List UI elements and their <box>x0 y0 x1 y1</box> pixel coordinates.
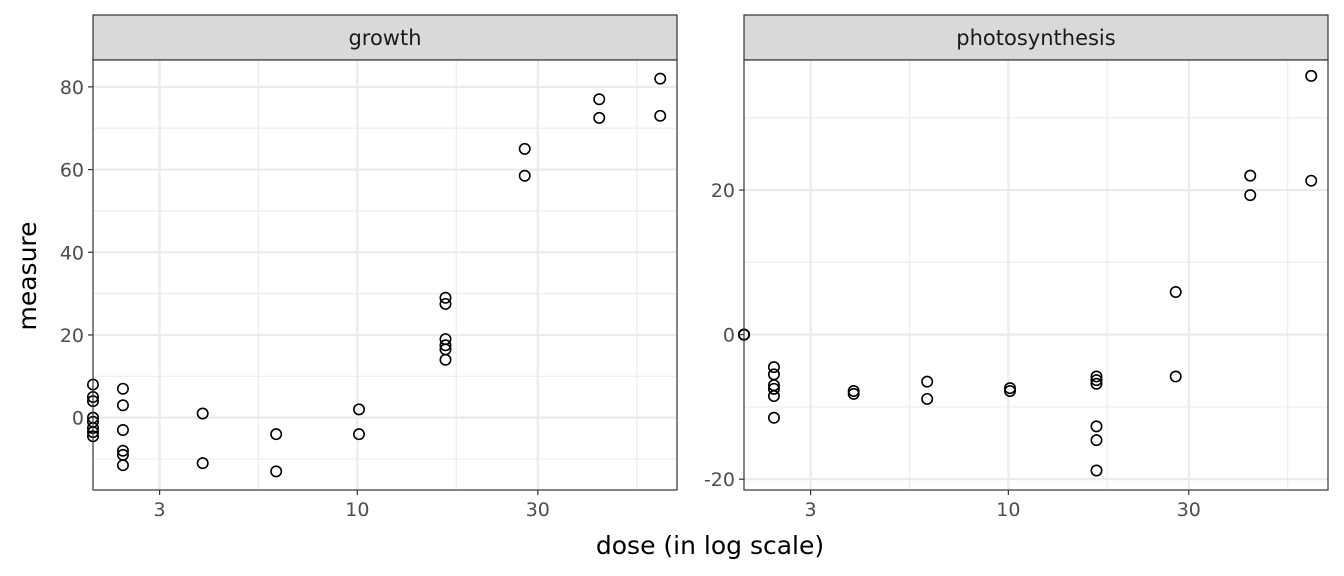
x-tick-label: 10 <box>345 499 369 521</box>
data-point <box>439 353 452 366</box>
data-point <box>270 428 283 441</box>
x-tick-label: 30 <box>526 499 550 521</box>
y-tick-label: 0 <box>72 408 84 430</box>
data-point <box>1090 420 1103 433</box>
y-tick-label: 80 <box>60 77 84 99</box>
data-point <box>1090 377 1103 390</box>
data-point <box>439 291 452 304</box>
facet-strip <box>92 14 678 61</box>
y-tick-label: 20 <box>60 325 84 347</box>
data-point <box>270 465 283 478</box>
data-point <box>847 387 860 400</box>
data-point <box>196 457 209 470</box>
data-point <box>921 392 934 405</box>
data-point <box>353 428 366 441</box>
y-tick-label: 60 <box>60 160 84 182</box>
data-point <box>1169 285 1182 298</box>
facet-photosynthesis: photosynthesis -20 0 20 3 10 30 <box>704 14 1329 521</box>
data-point <box>116 444 129 457</box>
panel-background <box>744 60 1328 490</box>
facet-panels: growth 0 20 40 60 80 3 10 30 photosynthesis -20 0 20… <box>60 14 1329 521</box>
x-tick-label: 10 <box>996 499 1020 521</box>
data-point <box>439 297 452 310</box>
x-tick-label: 30 <box>1177 499 1201 521</box>
data-point <box>518 142 531 155</box>
data-point <box>518 169 531 182</box>
data-point <box>1244 169 1257 182</box>
x-tick-label: 3 <box>805 499 817 521</box>
data-point <box>921 375 934 388</box>
data-point <box>1090 370 1103 383</box>
facet-strip <box>743 14 1329 61</box>
data-point <box>1244 189 1257 202</box>
data-point <box>654 72 667 85</box>
data-point <box>1090 434 1103 447</box>
x-axis-title: dose (in log scale) <box>596 531 824 560</box>
data-point <box>353 403 366 416</box>
data-point <box>116 399 129 412</box>
data-point <box>116 459 129 472</box>
data-point <box>1004 384 1017 397</box>
y-tick-label: 20 <box>711 180 735 202</box>
data-point <box>196 407 209 420</box>
x-tick-label: 3 <box>154 499 166 521</box>
panel-border <box>743 59 1329 491</box>
y-axis-title: measure <box>13 221 42 330</box>
data-point <box>654 109 667 122</box>
y-tick-label: -20 <box>704 469 735 491</box>
data-point <box>1169 370 1182 383</box>
facet-strip-label: growth <box>348 26 421 50</box>
data-point <box>116 382 129 395</box>
data-point <box>439 339 452 352</box>
panel-background <box>93 60 677 490</box>
data-point <box>1305 69 1318 82</box>
data-point <box>1090 464 1103 477</box>
y-tick-label: 40 <box>60 242 84 264</box>
data-point <box>593 111 606 124</box>
panel-border <box>92 59 678 491</box>
data-point <box>767 361 780 374</box>
data-point <box>767 411 780 424</box>
data-point <box>1090 374 1103 387</box>
data-point <box>767 390 780 403</box>
data-point <box>116 424 129 437</box>
data-point <box>767 382 780 395</box>
facet-growth: growth 0 20 40 60 80 3 10 30 <box>60 14 678 521</box>
y-tick-label: 0 <box>723 325 735 347</box>
data-point <box>593 93 606 106</box>
data-point <box>1305 174 1318 187</box>
facet-strip-label: photosynthesis <box>956 26 1115 50</box>
